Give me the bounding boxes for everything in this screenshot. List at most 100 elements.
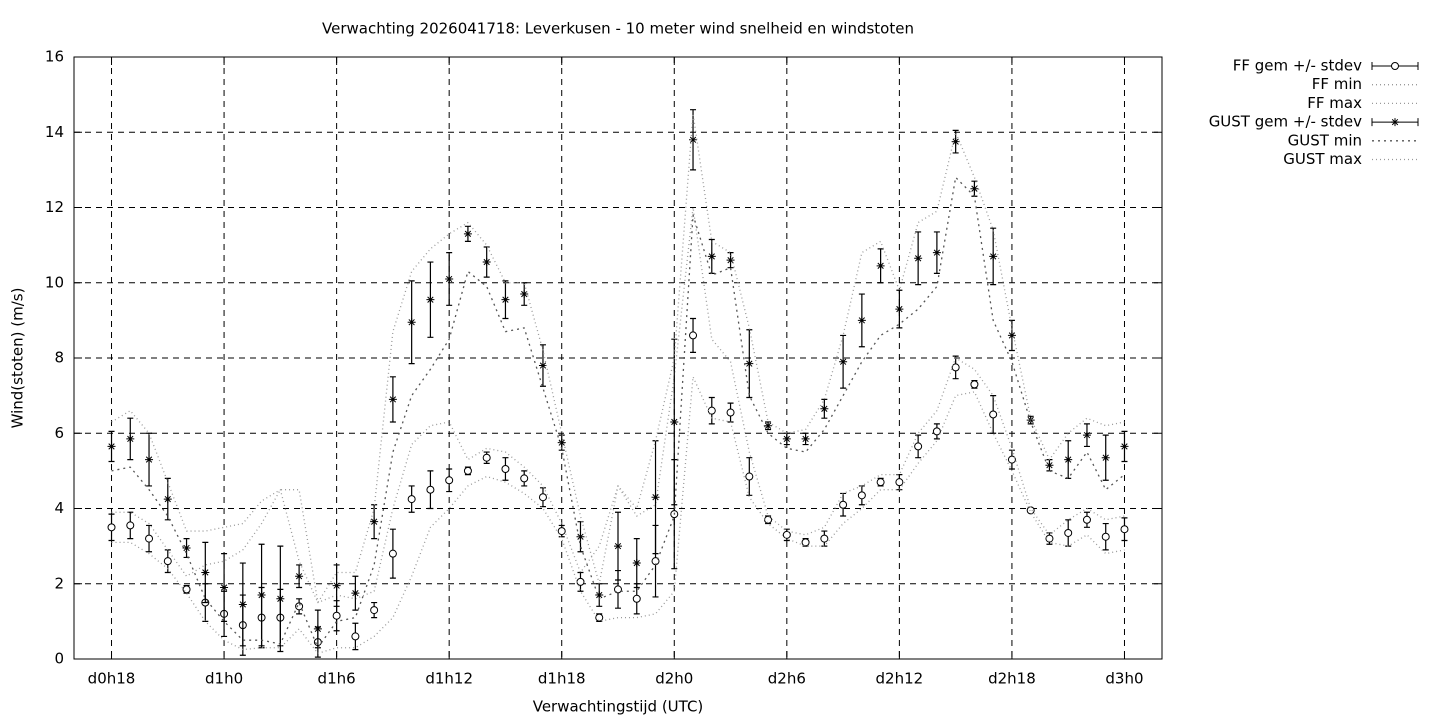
marker (1007, 455, 1016, 464)
marker (445, 476, 454, 485)
marker (670, 417, 679, 426)
x-axis-label: Verwachtingstijd (UTC) (533, 698, 704, 716)
marker (1064, 455, 1073, 464)
marker (801, 538, 810, 547)
marker (839, 500, 848, 509)
marker (951, 363, 960, 372)
marker (951, 137, 960, 146)
marker (332, 581, 341, 590)
marker (1082, 515, 1091, 524)
marker (182, 544, 191, 553)
marker (726, 408, 735, 417)
legend-label: GUST max (1283, 150, 1362, 168)
x-tick-label: d2h18 (988, 670, 1036, 688)
y-tick-label: 0 (54, 650, 64, 668)
legend-label: FF max (1307, 94, 1362, 112)
range-line (111, 176, 1125, 649)
marker (332, 611, 341, 620)
marker (482, 258, 491, 267)
marker (857, 491, 866, 500)
marker (407, 318, 416, 327)
y-tick-label: 12 (45, 198, 64, 216)
marker (1120, 525, 1129, 534)
marker (220, 583, 229, 592)
marker (745, 472, 754, 481)
legend-label: GUST gem +/- stdev (1209, 113, 1362, 131)
marker (1064, 528, 1073, 537)
marker (463, 229, 472, 238)
marker (876, 478, 885, 487)
y-tick-label: 4 (54, 499, 64, 517)
marker (970, 184, 979, 193)
y-tick-label: 16 (45, 48, 64, 66)
marker (1026, 416, 1035, 425)
marker (932, 248, 941, 257)
marker (857, 316, 866, 325)
marker (989, 410, 998, 419)
marker (351, 632, 360, 641)
marker (1007, 331, 1016, 340)
marker (276, 594, 285, 603)
marker (1045, 461, 1054, 470)
marker (595, 613, 604, 622)
marker (1082, 431, 1091, 440)
marker (820, 404, 829, 413)
marker (1026, 506, 1035, 515)
marker (707, 406, 716, 415)
marker (914, 254, 923, 263)
chart-title: Verwachting 2026041718: Leverkusen - 10 … (322, 20, 914, 38)
marker (632, 594, 641, 603)
marker (632, 559, 641, 568)
x-tick-label: d3h0 (1105, 670, 1143, 688)
legend-label: FF gem +/- stdev (1233, 57, 1362, 75)
marker (782, 530, 791, 539)
marker (388, 395, 397, 404)
x-tick-label: d1h12 (425, 670, 473, 688)
marker (764, 421, 773, 430)
marker (614, 585, 622, 594)
y-tick-label: 8 (54, 349, 64, 367)
marker (501, 464, 510, 473)
marker (1101, 453, 1110, 462)
marker (707, 252, 716, 261)
marker (557, 438, 566, 447)
y-tick-label: 2 (54, 574, 64, 592)
marker (126, 521, 135, 530)
marker (463, 466, 472, 475)
marker (1045, 534, 1054, 543)
legend-label: GUST min (1288, 131, 1362, 149)
marker (520, 290, 529, 299)
marker (520, 474, 529, 483)
y-tick-label: 10 (45, 273, 64, 291)
marker (163, 557, 172, 566)
marker (313, 624, 322, 633)
marker (839, 357, 848, 366)
marker (257, 591, 266, 600)
marker (614, 542, 622, 551)
marker (370, 606, 379, 615)
x-tick-label: d2h12 (876, 670, 924, 688)
marker (820, 534, 829, 543)
marker (970, 380, 979, 389)
marker (145, 534, 154, 543)
marker (745, 359, 754, 368)
y-tick-label: 6 (54, 424, 64, 442)
marker (651, 493, 660, 502)
marker (201, 568, 210, 577)
marker (538, 493, 547, 502)
x-tick-label: d1h6 (318, 670, 356, 688)
y-tick-label: 14 (45, 123, 64, 141)
marker (576, 532, 585, 541)
x-tick-label: d1h18 (538, 670, 586, 688)
marker (689, 331, 698, 340)
x-tick-label: d1h0 (205, 670, 243, 688)
marker (388, 549, 397, 558)
x-tick-label: d2h6 (768, 670, 806, 688)
marker (126, 434, 135, 443)
legend-label: FF min (1312, 75, 1362, 93)
plot-frame (73, 56, 1163, 660)
marker (726, 256, 735, 265)
marker (1101, 532, 1110, 541)
